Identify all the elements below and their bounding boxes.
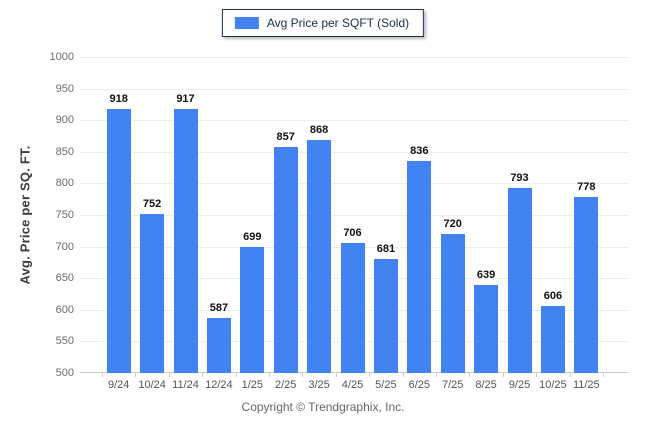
x-axis-tick [369, 373, 371, 377]
x-axis-tick [302, 373, 304, 377]
x-axis-tick-label: 5/25 [375, 379, 397, 391]
y-axis-tick-label: 550 [55, 335, 74, 348]
x-axis-tick-label: 10/24 [138, 379, 166, 391]
bar-6-25 [407, 160, 432, 373]
x-axis-tick-label: 9/24 [107, 379, 130, 391]
bar-value-label: 778 [577, 181, 596, 194]
x-axis-tick [135, 373, 137, 377]
bar-10-25 [540, 306, 565, 373]
gridline [80, 215, 628, 216]
x-axis-tick [102, 373, 103, 377]
x-axis-tick [235, 373, 237, 377]
x-axis-tick-label: 3/25 [308, 379, 330, 391]
bar-value-label: 868 [309, 124, 329, 137]
gridline [80, 151, 628, 153]
gridline [80, 88, 628, 90]
plot-area: 500 550 600 650 700 750 800 850 900 950 1000 918 9/2… [50, 51, 628, 391]
x-axis-tick-label: 7/25 [441, 379, 464, 391]
x-axis-tick [402, 373, 404, 377]
y-axis-tick-label: 650 [55, 272, 74, 285]
bar-9-24 [106, 108, 131, 373]
x-axis-tick [269, 373, 270, 377]
bar-1-25 [240, 247, 265, 373]
y-axis-tick-label: 850 [55, 145, 74, 158]
x-axis-tick [469, 373, 471, 377]
x-axis-tick-label: 8/25 [475, 379, 497, 391]
bar-value-label: 706 [343, 226, 362, 239]
x-axis-tick-label: 9/25 [508, 379, 531, 391]
bar-value-label: 836 [410, 144, 429, 157]
gridline [80, 57, 628, 58]
bar-value-label: 587 [209, 302, 229, 315]
bar-value-label: 681 [376, 242, 396, 255]
x-axis-tick [569, 373, 571, 377]
bar-2-25 [273, 147, 298, 373]
y-axis-tick-label: 800 [55, 177, 74, 190]
bar-7-25 [440, 233, 465, 373]
bar-value-label: 752 [142, 197, 162, 210]
bar-value-label: 639 [476, 269, 496, 282]
legend-swatch-icon [234, 17, 259, 29]
bar-12-24 [206, 318, 231, 373]
bar-value-label: 720 [443, 217, 462, 230]
x-axis-tick-label: 6/25 [408, 379, 430, 391]
x-axis-tick [202, 373, 204, 377]
x-axis-tick [168, 373, 170, 377]
x-axis-tick-label: 11/25 [572, 379, 600, 391]
bar-10-24 [140, 213, 165, 373]
y-axis-tick-label: 900 [55, 114, 74, 127]
bar-5-25 [373, 258, 398, 373]
x-axis-tick-label: 10/25 [539, 379, 567, 391]
legend-label: Avg Price per SQFT (Sold) [266, 16, 410, 30]
bar-8-25 [474, 285, 499, 373]
y-axis-tick-label: 700 [55, 240, 74, 253]
gridline [80, 183, 628, 185]
bar-value-label: 793 [510, 171, 529, 184]
x-axis-tick-label: 4/25 [341, 379, 364, 391]
bar-value-label: 857 [276, 131, 295, 144]
x-axis-tick-label: 11/24 [172, 379, 199, 391]
x-axis-tick-label: 2/25 [274, 379, 297, 391]
bar-11-25 [574, 197, 599, 373]
bar-value-label: 917 [176, 93, 195, 106]
bar-value-label: 699 [243, 231, 262, 244]
legend: Avg Price per SQFT (Sold) [221, 9, 425, 37]
y-axis-tick-label: 1000 [49, 51, 74, 63]
bar-value-label: 918 [109, 92, 128, 105]
y-axis-tick-label: 950 [55, 82, 74, 95]
bar-9-25 [507, 187, 532, 373]
x-axis-tick [335, 373, 337, 377]
bar-4-25 [340, 242, 365, 373]
x-axis-tick [603, 373, 604, 377]
bar-3-25 [307, 140, 332, 373]
gridline [80, 120, 628, 122]
y-axis-tick-label: 500 [55, 367, 74, 379]
bar-value-label: 606 [543, 290, 563, 302]
bar-11-24 [173, 109, 198, 373]
x-axis-tick [502, 373, 504, 377]
copyright-text: Copyright © Trendgraphix, Inc. [241, 400, 405, 414]
x-axis-tick-label: 1/25 [241, 379, 263, 391]
x-axis-tick-label: 12/24 [205, 379, 233, 391]
y-axis-tick-label: 600 [55, 303, 74, 316]
x-axis-tick [436, 373, 437, 377]
y-axis-tick-label: 750 [55, 209, 74, 221]
x-axis-tick [536, 373, 538, 377]
